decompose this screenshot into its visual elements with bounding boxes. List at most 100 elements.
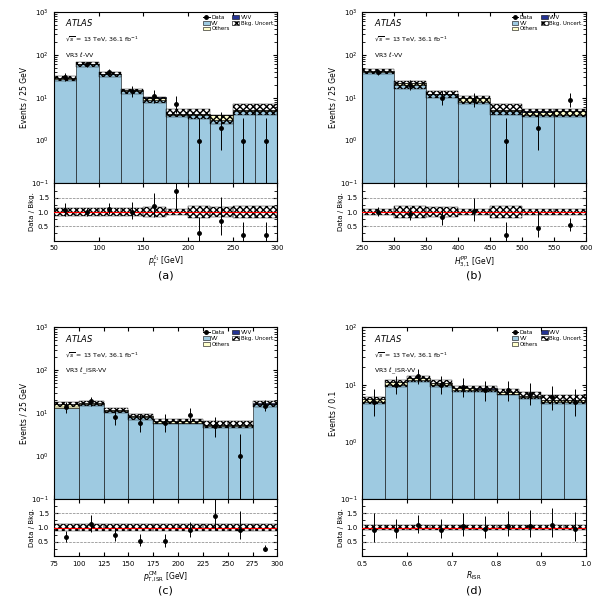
X-axis label: $H_{3,1}^{\mathrm{PP}}$ [GeV]: $H_{3,1}^{\mathrm{PP}}$ [GeV] bbox=[454, 254, 495, 269]
Bar bbox=[153, 423, 178, 598]
Bar bbox=[394, 83, 426, 85]
Bar bbox=[407, 380, 429, 598]
Bar bbox=[564, 524, 586, 530]
Bar bbox=[252, 404, 277, 598]
Bar bbox=[554, 111, 586, 115]
Bar bbox=[474, 389, 496, 390]
Bar bbox=[564, 401, 586, 402]
Bar bbox=[458, 102, 490, 598]
Bar bbox=[541, 401, 564, 402]
Bar bbox=[429, 380, 452, 388]
Text: $\mathit{ATLAS}$: $\mathit{ATLAS}$ bbox=[65, 17, 94, 28]
Y-axis label: Events / 25 GeV: Events / 25 GeV bbox=[20, 67, 29, 128]
Bar bbox=[121, 89, 144, 94]
Bar bbox=[76, 62, 99, 67]
Bar bbox=[166, 115, 188, 598]
Bar bbox=[166, 109, 188, 117]
Bar bbox=[54, 78, 76, 598]
Bar bbox=[228, 524, 252, 531]
Bar bbox=[522, 109, 554, 117]
Text: (d): (d) bbox=[466, 586, 482, 596]
Bar bbox=[144, 97, 166, 100]
Bar bbox=[203, 524, 228, 531]
Bar bbox=[54, 404, 79, 408]
Y-axis label: Data / Bkg.: Data / Bkg. bbox=[337, 193, 343, 231]
Bar bbox=[474, 524, 496, 530]
Bar bbox=[541, 524, 564, 530]
Text: $\sqrt{s}$ = 13 TeV, 36.1 fb$^{-1}$: $\sqrt{s}$ = 13 TeV, 36.1 fb$^{-1}$ bbox=[374, 34, 448, 43]
Bar bbox=[178, 419, 203, 425]
Text: $\mathit{ATLAS}$: $\mathit{ATLAS}$ bbox=[374, 17, 402, 28]
Bar bbox=[496, 392, 519, 393]
Bar bbox=[121, 208, 144, 216]
Text: $\sqrt{s}$ = 13 TeV, 36.1 fb$^{-1}$: $\sqrt{s}$ = 13 TeV, 36.1 fb$^{-1}$ bbox=[65, 350, 139, 359]
Bar bbox=[362, 397, 385, 404]
Bar bbox=[429, 383, 452, 385]
Bar bbox=[458, 96, 490, 104]
Bar bbox=[54, 524, 79, 531]
Bar bbox=[554, 115, 586, 598]
Text: (a): (a) bbox=[158, 270, 173, 280]
Y-axis label: Data / Bkg.: Data / Bkg. bbox=[29, 193, 35, 231]
Bar bbox=[228, 421, 252, 428]
Text: VR3 $\ell$-VV: VR3 $\ell$-VV bbox=[65, 50, 95, 59]
Bar bbox=[252, 401, 277, 407]
Bar bbox=[496, 524, 519, 530]
Bar bbox=[178, 524, 203, 531]
Bar bbox=[519, 397, 541, 598]
X-axis label: $R_{\mathrm{ISR}}$: $R_{\mathrm{ISR}}$ bbox=[466, 570, 482, 582]
Bar bbox=[233, 206, 255, 218]
Bar bbox=[129, 414, 153, 420]
X-axis label: $p_{\mathrm{T}}^{\ell_1}$ [GeV]: $p_{\mathrm{T}}^{\ell_1}$ [GeV] bbox=[148, 254, 184, 269]
Text: VR3 $\ell$-VV: VR3 $\ell$-VV bbox=[374, 50, 404, 59]
Bar bbox=[178, 421, 203, 423]
Bar bbox=[255, 206, 277, 218]
Legend: Data, VV, Others, VVV, Bkg. Uncert.: Data, VV, Others, VVV, Bkg. Uncert. bbox=[201, 13, 277, 33]
Bar bbox=[121, 90, 144, 91]
Text: $\sqrt{s}$ = 13 TeV, 36.1 fb$^{-1}$: $\sqrt{s}$ = 13 TeV, 36.1 fb$^{-1}$ bbox=[65, 34, 139, 43]
Bar bbox=[54, 208, 76, 216]
Bar bbox=[458, 98, 490, 102]
Bar bbox=[153, 524, 178, 531]
Legend: Data, VV, Others, VVV, Bkg. Uncert.: Data, VV, Others, VVV, Bkg. Uncert. bbox=[509, 328, 585, 349]
Bar bbox=[541, 395, 564, 404]
Bar bbox=[564, 395, 586, 404]
Bar bbox=[129, 524, 153, 531]
Text: VR3 $\ell$_ISR-VV: VR3 $\ell$_ISR-VV bbox=[65, 365, 108, 376]
Y-axis label: Data / Bkg.: Data / Bkg. bbox=[337, 508, 343, 547]
Bar bbox=[54, 76, 76, 81]
Bar bbox=[564, 402, 586, 598]
Bar bbox=[452, 388, 474, 390]
Bar bbox=[394, 81, 426, 89]
Bar bbox=[252, 403, 277, 404]
Bar bbox=[426, 207, 458, 217]
Bar bbox=[233, 104, 255, 115]
Bar bbox=[210, 207, 233, 217]
Bar bbox=[255, 104, 277, 115]
Bar bbox=[490, 111, 522, 598]
Bar bbox=[429, 524, 452, 530]
Bar bbox=[496, 389, 519, 395]
Bar bbox=[166, 209, 188, 215]
Bar bbox=[79, 404, 103, 598]
Bar bbox=[474, 390, 496, 598]
Bar bbox=[385, 382, 407, 385]
Bar bbox=[210, 120, 233, 598]
Bar bbox=[522, 209, 554, 215]
Bar bbox=[490, 206, 522, 218]
Bar bbox=[228, 426, 252, 598]
Bar bbox=[429, 385, 452, 598]
Bar bbox=[210, 115, 233, 124]
Text: (c): (c) bbox=[158, 586, 173, 596]
Bar bbox=[54, 408, 79, 598]
Bar bbox=[233, 111, 255, 598]
Bar bbox=[385, 385, 407, 598]
Bar bbox=[554, 109, 586, 117]
Bar bbox=[103, 411, 129, 598]
Y-axis label: Events / 25 GeV: Events / 25 GeV bbox=[328, 67, 337, 128]
Text: (b): (b) bbox=[466, 270, 482, 280]
Bar bbox=[458, 209, 490, 215]
Bar bbox=[210, 115, 233, 120]
Bar bbox=[203, 426, 228, 598]
Bar bbox=[103, 524, 129, 531]
